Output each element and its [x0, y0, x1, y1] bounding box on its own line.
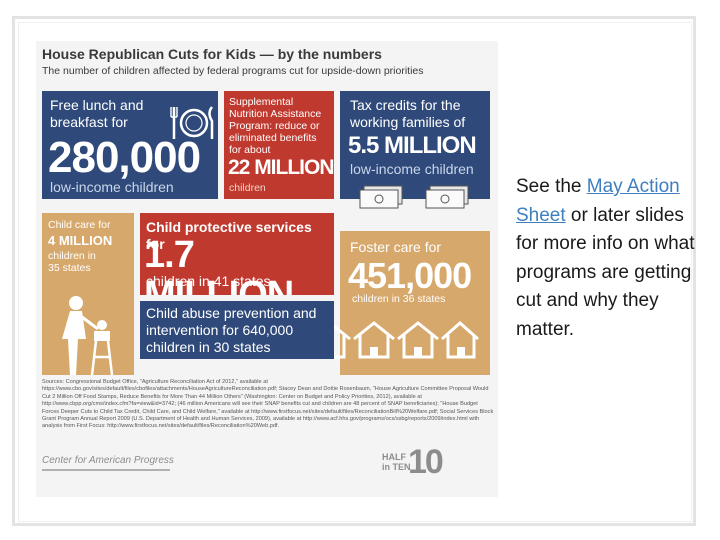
foster-line1: Foster care for — [350, 239, 442, 255]
lunch-line1: Free lunch and — [50, 97, 144, 113]
money-icon — [425, 185, 469, 209]
tax-line1: Tax credits for the — [350, 97, 461, 113]
snap-line4: eliminated benefits — [229, 132, 317, 144]
cap-logo-underline — [42, 469, 170, 471]
protective-panel: Child protective services for 1.7 MILLIO… — [140, 213, 334, 295]
abuse-line3: children in 30 states — [146, 339, 271, 355]
half-in-ten-logo-number: 10 — [408, 443, 444, 481]
snap-line5: for about — [229, 144, 271, 156]
may-action-sheet-link[interactable]: May Action Sheet — [516, 176, 680, 226]
sources-text: Sources: Congressional Budget Office, "A… — [42, 379, 494, 430]
childcare-line3: 35 states — [48, 262, 91, 274]
snap-number: 22 MILLION — [228, 156, 334, 179]
cap-logo: Center for American Progress — [42, 455, 174, 466]
family-icon — [62, 296, 114, 376]
snap-line1: Supplemental — [229, 96, 294, 108]
half-in-ten-logo-half: HALF — [382, 452, 406, 462]
tax-number: 5.5 MILLION — [348, 132, 477, 159]
plate-icon — [170, 106, 214, 139]
infographic: House Republican Cuts for Kids — by the … — [36, 41, 498, 497]
protective-number: 1.7 MILLION — [144, 234, 294, 295]
lunch-caption: low-income children — [50, 179, 174, 195]
snap-line2: Nutrition Assistance — [229, 108, 322, 120]
childcare-line2: children in — [48, 250, 96, 262]
side-note: See the May Action Sheet or later slides… — [516, 173, 696, 345]
lunch-number: 280,000 — [48, 133, 201, 182]
tax-line2: working families of — [350, 114, 466, 130]
tax-caption: low-income children — [350, 161, 474, 177]
slide-frame-inner — [18, 22, 692, 522]
abuse-line1: Child abuse prevention and — [146, 305, 317, 321]
slide-frame — [12, 16, 696, 526]
childcare-number: 4 MILLION — [48, 233, 113, 248]
side-note-before: See the — [516, 176, 587, 197]
foster-number: 451,000 — [348, 255, 472, 296]
foster-caption: children in 36 states — [352, 293, 446, 305]
side-note-after: or later slides for more info on what pr… — [516, 204, 695, 340]
lunch-line2: breakfast for — [50, 114, 128, 130]
snap-line3: Program: reduce or — [229, 120, 320, 132]
tax-panel: Tax credits for the working families of … — [340, 91, 490, 199]
protective-line1: Child protective services for — [146, 219, 312, 252]
childcare-panel: Child care for 4 MILLION children in 35 … — [42, 213, 134, 375]
protective-caption: children in 41 states — [146, 273, 271, 289]
lunch-panel: Free lunch and breakfast for 280,000 low… — [42, 91, 218, 199]
snap-panel: Supplemental Nutrition Assistance Progra… — [224, 91, 334, 199]
infographic-subtitle: The number of children affected by feder… — [42, 65, 424, 77]
snap-caption: children — [229, 182, 266, 194]
infographic-title: House Republican Cuts for Kids — by the … — [42, 46, 382, 62]
abuse-panel: Child abuse prevention and intervention … — [140, 301, 334, 359]
childcare-line1: Child care for — [48, 219, 111, 231]
abuse-line2: intervention for 640,000 — [146, 322, 294, 338]
half-in-ten-logo-in-ten: in TEN — [382, 462, 411, 472]
money-icon — [359, 185, 403, 209]
